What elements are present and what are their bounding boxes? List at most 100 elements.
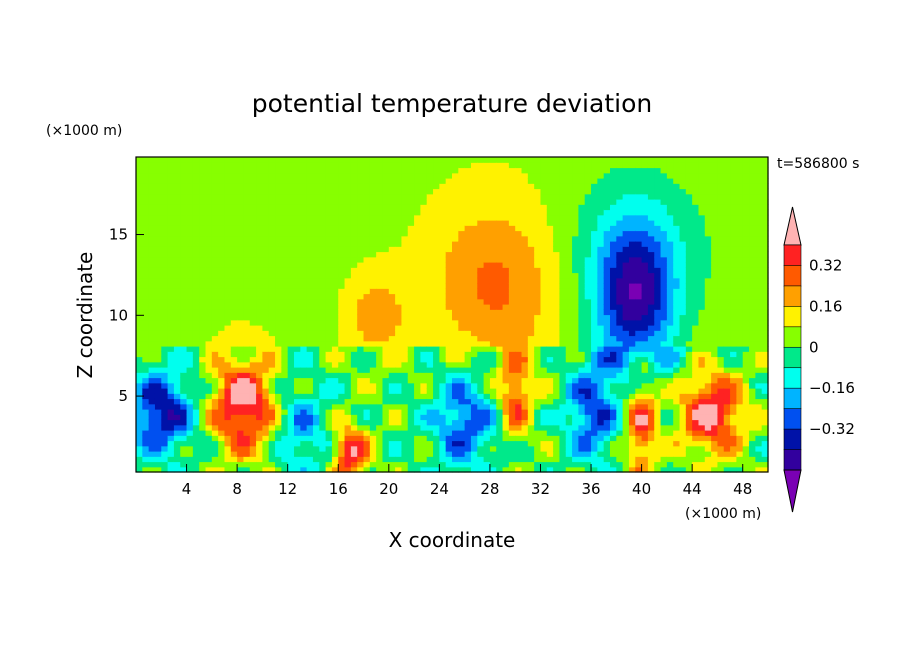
contour-cell [180, 430, 188, 436]
contour-cell [477, 262, 485, 268]
contour-cell [180, 172, 188, 179]
contour-cell [363, 330, 371, 337]
contour-cell [559, 172, 567, 179]
contour-cell [502, 466, 510, 473]
contour-cell [300, 288, 308, 295]
contour-cell [294, 167, 301, 174]
contour-cell [161, 272, 169, 279]
contour-cell [470, 372, 478, 379]
contour-cell [527, 214, 535, 221]
contour-cell [414, 225, 421, 232]
contour-cell [319, 309, 327, 316]
contour-cell [597, 162, 605, 169]
contour-cell [344, 309, 352, 316]
contour-cell [445, 183, 453, 190]
contour-cell [572, 293, 579, 300]
contour-cell [654, 309, 662, 316]
contour-cell [603, 372, 611, 379]
contour-cell [331, 220, 339, 226]
contour-cell [142, 388, 150, 394]
contour-cell [489, 325, 497, 331]
contour-cell [136, 361, 143, 368]
contour-cell [483, 314, 491, 321]
contour-cell [306, 304, 314, 310]
contour-cell [603, 325, 611, 331]
contour-cell [287, 157, 295, 163]
contour-cell [654, 319, 662, 326]
contour-cell [610, 293, 617, 300]
contour-cell [407, 288, 415, 295]
contour-cell [433, 209, 440, 216]
contour-cell [136, 178, 143, 184]
contour-cell [458, 340, 466, 347]
contour-cell [256, 235, 263, 242]
contour-cell [534, 398, 542, 405]
contour-cell [294, 225, 301, 232]
contour-cell [407, 456, 415, 463]
contour-cell [211, 419, 219, 426]
contour-cell [218, 461, 226, 468]
contour-cell [325, 162, 333, 169]
contour-cell [350, 188, 358, 195]
contour-cell [262, 409, 270, 415]
contour-cell [312, 178, 320, 184]
contour-cell [256, 319, 263, 326]
contour-cell [262, 277, 270, 284]
contour-cell [553, 440, 561, 447]
contour-cell [433, 377, 440, 384]
contour-cell [470, 204, 478, 211]
contour-cell [407, 403, 415, 410]
contour-cell [300, 241, 308, 247]
contour-cell [136, 167, 143, 174]
contour-cell [603, 461, 611, 468]
contour-cell [230, 330, 238, 337]
contour-cell [559, 319, 567, 326]
contour-cell [319, 325, 327, 331]
contour-cell [502, 419, 510, 426]
contour-cell [199, 330, 207, 337]
contour-cell [616, 256, 624, 263]
contour-cell [628, 262, 636, 268]
contour-cell [521, 403, 529, 410]
contour-cell [521, 183, 529, 190]
contour-cell [369, 403, 377, 410]
contour-cell [237, 251, 245, 258]
contour-cell [350, 162, 358, 169]
contour-cell [622, 314, 630, 321]
contour-cell [622, 272, 630, 279]
contour-cell [300, 199, 308, 205]
contour-cell [502, 193, 510, 200]
contour-cell [148, 272, 156, 279]
contour-cell [439, 241, 447, 247]
contour-cell [237, 262, 245, 268]
contour-cell [331, 340, 339, 347]
contour-cell [287, 283, 295, 289]
contour-cell [452, 162, 459, 169]
contour-cell [357, 325, 365, 331]
contour-cell [211, 346, 219, 352]
contour-cell [331, 204, 339, 211]
contour-cell [414, 382, 421, 389]
contour-cell [578, 346, 586, 352]
contour-cell [489, 157, 497, 163]
contour-cell [635, 262, 643, 268]
contour-cell [647, 283, 655, 289]
contour-cell [376, 461, 384, 468]
contour-cell [167, 304, 175, 310]
contour-cell [584, 178, 592, 184]
contour-cell [224, 220, 232, 226]
contour-cell [388, 167, 396, 174]
contour-cell [584, 288, 592, 295]
contour-cell [426, 178, 434, 184]
contour-cell [508, 204, 516, 211]
contour-cell [647, 199, 655, 205]
contour-cell [136, 445, 143, 452]
contour-cell [546, 220, 554, 226]
contour-cell [508, 398, 516, 405]
contour-cell [382, 246, 390, 253]
contour-cell [654, 277, 662, 284]
contour-cell [527, 409, 535, 415]
contour-cell [256, 414, 263, 421]
contour-cell [344, 435, 352, 442]
contour-cell [376, 235, 384, 242]
